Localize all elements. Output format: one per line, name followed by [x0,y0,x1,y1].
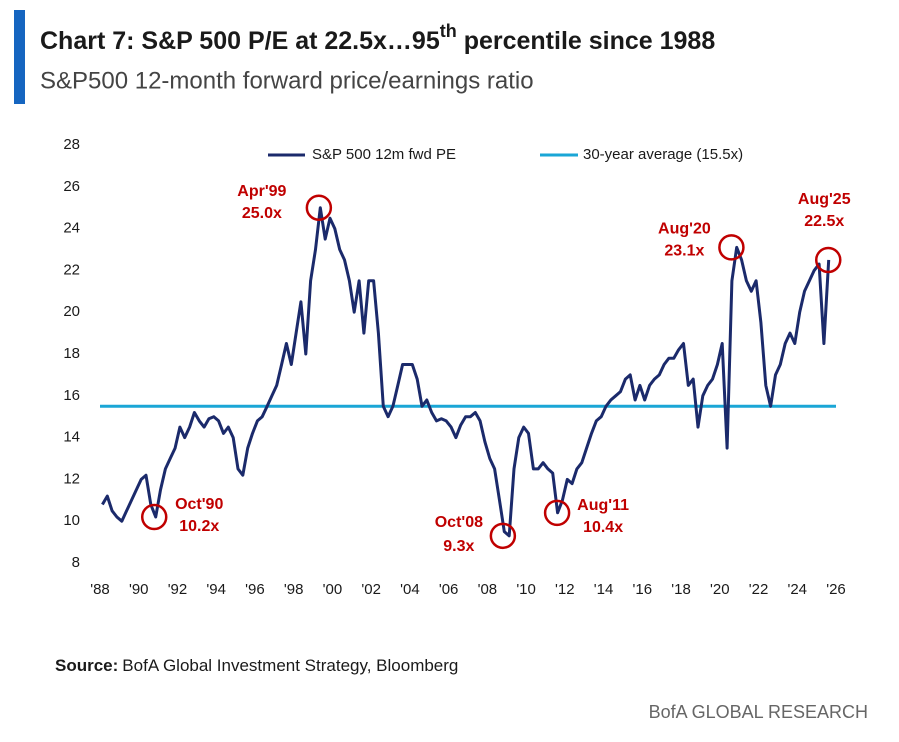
x-tick-label: '06 [439,581,459,598]
title-superscript: th [440,21,457,41]
annotation-circle [140,503,168,531]
source-label: Source: [55,656,118,675]
annotation-label: Aug'11 [577,497,629,514]
annotation-label: 22.5x [804,213,844,230]
annotation-circle [543,499,571,527]
y-tick-label: 20 [63,303,80,320]
annotation-label: Aug'25 [798,191,851,208]
source: Source: BofA Global Investment Strategy, … [55,656,458,675]
x-tick-label: '88 [90,581,110,598]
y-tick-label: 12 [63,470,80,487]
annotation-label: Aug'20 [658,221,711,238]
x-tick-label: '02 [361,581,381,598]
x-tick-label: '94 [206,581,226,598]
annotation-label: Apr'99 [237,183,286,200]
annotation-label: 10.4x [583,519,623,536]
x-tick-label: '12 [555,581,575,598]
annotation-circle [305,194,333,221]
x-tick-label: '18 [671,581,691,598]
x-tick-label: '14 [594,581,614,598]
x-tick-label: '10 [516,581,536,598]
legend-label: 30-year average (15.5x) [583,146,743,163]
legend-label: S&P 500 12m fwd PE [312,146,456,163]
x-tick-label: '22 [749,581,769,598]
x-tick-label: '92 [168,581,188,598]
annotation-circle [718,234,745,261]
y-tick-label: 22 [63,261,80,278]
x-tick-label: '26 [826,581,846,598]
data-line [101,206,831,538]
x-tick-label: '96 [245,581,265,598]
x-tick-label: '16 [633,581,653,598]
x-tick-label: '20 [710,581,730,598]
chart-title: Chart 7: S&P 500 P/E at 22.5x…95th perce… [40,21,715,55]
annotation-label: 9.3x [443,538,474,555]
source-text: BofA Global Investment Strategy, Bloombe… [122,656,458,675]
annotation-label: Oct'90 [175,496,223,513]
annotation-circle [489,522,517,550]
y-tick-label: 28 [63,136,80,153]
x-tick-label: '08 [478,581,498,598]
annotation-circle [815,246,842,274]
y-tick-label: 24 [63,220,80,237]
title-accent [14,10,25,104]
annotation-label: 23.1x [664,243,704,260]
chart-subtitle: S&P500 12-month forward price/earnings r… [40,67,534,94]
x-tick-label: '04 [400,581,420,598]
y-tick-label: 26 [63,178,80,195]
x-tick-label: '90 [129,581,149,598]
x-tick-label: '24 [787,581,807,598]
annotation-label: Oct'08 [435,514,483,531]
y-tick-label: 16 [63,387,80,404]
y-tick-label: 8 [72,554,80,571]
title-rest: percentile since 1988 [457,27,716,55]
y-tick-label: 18 [63,345,80,362]
y-tick-label: 14 [63,429,80,446]
y-tick-label: 10 [63,512,80,529]
brand: BofA GLOBAL RESEARCH [649,702,868,722]
annotation-label: 10.2x [179,518,219,535]
annotation-label: 25.0x [242,205,282,222]
title-main: Chart 7: S&P 500 P/E at 22.5x…95 [40,27,440,55]
x-tick-label: '98 [284,581,304,598]
x-tick-label: '00 [323,581,343,598]
